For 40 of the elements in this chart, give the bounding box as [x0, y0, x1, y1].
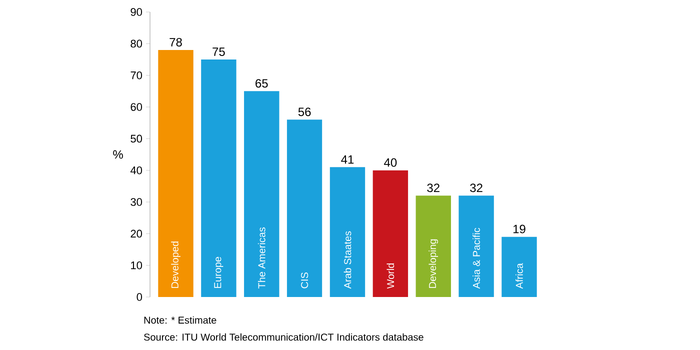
x-tick-label: Arab Staates [344, 231, 352, 289]
bar [201, 59, 236, 297]
y-axis-title: % [113, 150, 123, 159]
bar [244, 91, 280, 297]
bar [458, 196, 494, 297]
x-tick-label: World [386, 263, 394, 289]
bar [372, 170, 408, 297]
y-tick-label: 60 [130, 103, 142, 111]
x-tick-label: Asia & Pacific [472, 228, 480, 289]
source-note: Source: ITU World Telecommunication/ICT Indicators database [144, 333, 424, 341]
data-label: 65 [256, 79, 268, 88]
y-tick-label: 40 [130, 166, 142, 174]
x-tick-label: The Americas [258, 227, 266, 288]
x-tick-label: Developing [428, 239, 438, 288]
data-label: 75 [212, 48, 225, 56]
bar [158, 50, 194, 297]
x-tick-label: Europe [214, 256, 224, 288]
data-label: 56 [298, 108, 311, 116]
y-tick-label: 10 [131, 261, 142, 270]
y-tick-label: 30 [130, 198, 142, 206]
x-tick-label: Developed [171, 242, 180, 288]
y-tick-label: 90 [130, 8, 142, 16]
data-label: 32 [470, 184, 482, 192]
data-label: 40 [384, 158, 397, 167]
data-label: 19 [513, 224, 526, 234]
y-tick-label: 80 [130, 40, 142, 48]
bar [502, 236, 537, 297]
bar [286, 120, 322, 297]
x-tick-label: Africa [516, 263, 523, 289]
y-tick-label: 70 [130, 71, 142, 80]
data-label: 41 [341, 155, 354, 164]
bar [330, 167, 366, 297]
text: Note: * Estimate [144, 316, 216, 324]
data-label: 78 [170, 38, 182, 46]
y-tick-label: 0 [136, 293, 142, 301]
y-tick-label: 20 [130, 230, 142, 238]
y-tick-label: 50 [130, 134, 142, 143]
bar [416, 196, 451, 297]
x-tick-label: CIS [301, 272, 308, 288]
data-label: 32 [427, 184, 440, 192]
